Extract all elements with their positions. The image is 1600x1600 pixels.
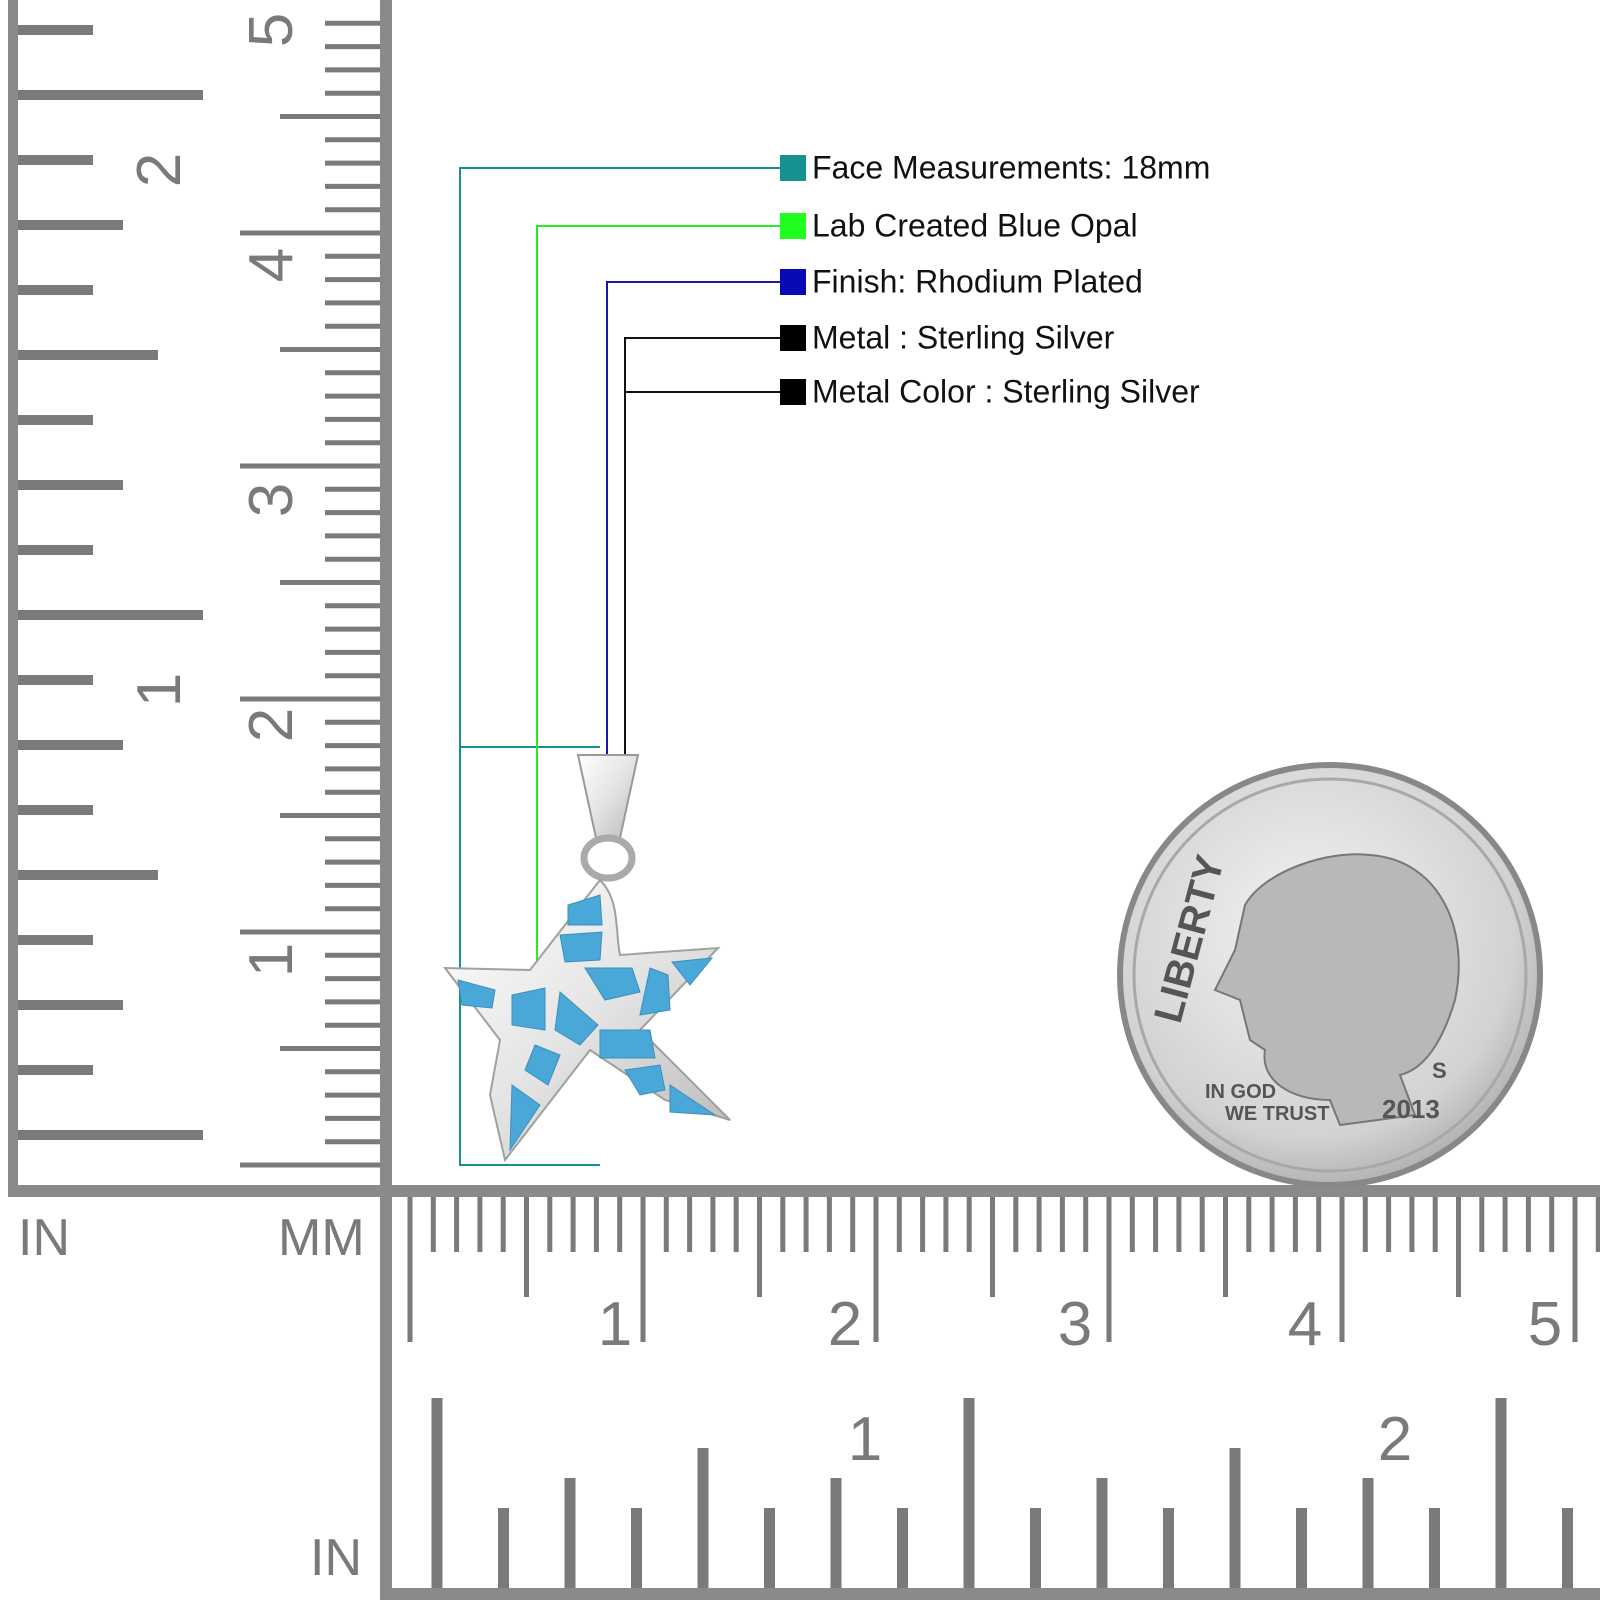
ruler-label: 2 [828, 1290, 862, 1359]
spec-text: Finish: Rhodium Plated [812, 263, 1143, 299]
ruler-label: 4 [1288, 1290, 1322, 1359]
unit-label: MM [278, 1209, 365, 1267]
coin-text: WE TRUST [1225, 1103, 1329, 1125]
ruler-label: 2 [237, 708, 306, 742]
unit-label: IN [310, 1529, 362, 1587]
ruler-frame [8, 0, 18, 1195]
ruler-label: 2 [125, 153, 194, 187]
unit-label: IN [18, 1209, 70, 1267]
ruler-frame [8, 1185, 1600, 1197]
ruler-frame [380, 1185, 392, 1600]
spec-swatch [780, 155, 806, 181]
ruler-label: 1 [125, 673, 194, 707]
coin: LIBERTY IN GOD WE TRUST 2013 S [1117, 762, 1543, 1188]
spec-swatch [780, 325, 806, 351]
spec-text: Lab Created Blue Opal [812, 207, 1138, 243]
ruler-label: 1 [848, 1405, 882, 1474]
pendant [442, 754, 731, 1163]
ruler-ticks [18, 20, 1600, 1588]
ruler-label: 5 [237, 13, 306, 47]
ruler-frame [380, 0, 392, 1200]
ruler-label: 1 [237, 943, 306, 977]
spec-swatch [780, 269, 806, 295]
ruler-frame [380, 1588, 1600, 1600]
coin-text: 2013 [1382, 1094, 1440, 1124]
callout-lines [459, 167, 780, 1166]
spec-text: Metal : Sterling Silver [812, 319, 1115, 355]
ruler-label: 5 [1528, 1290, 1562, 1359]
spec-swatch [780, 213, 806, 239]
ruler-label: 3 [237, 483, 306, 517]
spec-text: Metal Color : Sterling Silver [812, 373, 1200, 409]
coin-text: IN GOD [1205, 1081, 1276, 1103]
spec-swatch [780, 379, 806, 405]
ruler-label: 1 [598, 1290, 632, 1359]
ruler-label: 2 [1378, 1405, 1412, 1474]
ruler-label: 4 [237, 248, 306, 282]
coin-text: S [1432, 1058, 1447, 1083]
ruler-label: 3 [1058, 1290, 1092, 1359]
spec-text: Face Measurements: 18mm [812, 149, 1210, 185]
